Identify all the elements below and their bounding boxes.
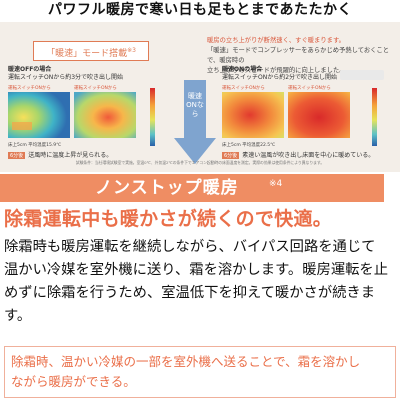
thermo-on-a-label: 運転スイッチONから [222,86,265,91]
thermo-image-on-b: 運転スイッチONから [288,86,350,142]
banner-footnote-mark: ※4 [269,179,283,189]
panel-off-caption: 床上5cm 平均温度15.9℃ [8,143,62,148]
thermal-image [74,92,136,138]
intro-line-2: 「暖速」モードでコンプレッサーをあらかじめ予熱しておくことで、暖房時の [207,47,390,64]
figure-footnote: 試験条件：当社環境試験室で実施。室温0℃、外気温2℃の条件下でエアコン起動時の床… [75,160,325,165]
banner-title: ノンストップ暖房 [95,178,239,198]
panel-off-desc: 運転スイッチONから約3分で吹き出し開始 [8,74,124,81]
note-text: 除霜時、温かい冷媒の一部を室外機へ送ることで、霜を溶かし ながら暖房ができる。 [11,352,391,392]
panel-on-result-text: 素速い温風が吹き出し床面を中心に暖めている。 [242,152,375,159]
body-line-3: めずに除霜を行うため、室温低下を抑えて暖かさが続きます。 [4,285,376,324]
panel-on-thermos: 運転スイッチONから 運転スイッチONから [222,86,368,142]
thermal-image [288,92,350,138]
note-box: 除霜時、温かい冷媒の一部を室外機へ送ることで、霜を溶かし ながら暖房ができる。 [4,346,396,398]
panel-on-title: 暖速ONの場合 [222,66,263,73]
panel-off: 暖速OFFの場合 運転スイッチONから約3分で吹き出し開始 運転スイッチONから [8,66,154,159]
body-line-2: 温かい冷媒を室外機に送り、霜を溶かします。暖房運転を止 [4,262,389,278]
thermo-off-a-label: 運転スイッチONから [8,86,51,91]
panel-on: 暖速ONの場合 運転スイッチONから約2分で吹き出し開始 運転スイッチONから [222,66,374,159]
air-conditioner-unit-icon [340,70,384,80]
thermal-image [8,92,70,138]
feature-subheading: 除霜運転中も暖かさが続くので快適。 [4,208,333,230]
feature-body: 除霜時も暖房運転を継続しながら、バイパス回路を通じて 温かい冷媒を室外機に送り、… [4,236,396,328]
panel-off-head: 暖速OFFの場合 運転スイッチONから約3分で吹き出し開始 [8,66,154,82]
panel-on-desc: 運転スイッチONから約2分で吹き出し開始 [222,74,338,81]
top-band: パワフル暖房で寒い日も足もとまであたたかく [0,0,400,20]
panel-off-title: 暖速OFFの場合 [8,66,52,73]
mode-badge-label: 「暖速」モード搭載 [46,49,128,59]
middle-label: 暖速ONなら [186,92,204,118]
intro-line-1: 暖房の立ち上がりが断然速く、すぐ暖まります。 [207,37,345,44]
thermo-on-b-label: 運転スイッチONから [288,86,331,91]
temperature-scale-right [372,88,377,146]
note-line-2: ながら暖房ができる。 [11,374,136,389]
page-title: パワフル暖房で寒い日も足もとまであたたかく [47,2,353,18]
figure-intro: 暖房の立ち上がりが断然速く、すぐ暖まります。 「暖速」モードでコンプレッサーをあ… [207,36,393,76]
panel-off-thermos: 運転スイッチONから 運転スイッチONから [8,86,154,142]
body-line-1: 除霜時も暖房運転を継続しながら、バイパス回路を通じて [4,239,376,255]
mode-badge-footnote-mark: ※3 [127,47,136,54]
thermo-image-off-a: 運転スイッチONから [8,86,70,142]
thermal-image [222,92,284,138]
temperature-scale-left [150,88,155,146]
thermo-image-on-a: 運転スイッチONから [222,86,284,142]
note-line-1: 除霜時、温かい冷媒の一部を室外機へ送ることで、霜を溶かし [11,354,361,369]
panel-off-result-text: 送風時に温度上昇が見られる。 [28,152,113,159]
panel-off-result: 6分後 送風時に温度上昇が見られる。 [8,150,112,159]
mode-badge: 「暖速」モード搭載※3 [33,41,149,61]
arrow-icon [174,80,216,164]
panel-off-tag: 6分後 [8,152,26,159]
panel-on-caption: 床上5cm 平均温度22.5℃ [222,143,276,148]
thermo-off-b-label: 運転スイッチONから [74,86,117,91]
panel-on-head: 暖速ONの場合 運転スイッチONから約2分で吹き出し開始 [222,66,368,82]
comparison-figure: 「暖速」モード搭載※3 暖房の立ち上がりが断然速く、すぐ暖まります。 「暖速」モ… [0,22,400,172]
thermo-image-off-b: 運転スイッチONから [74,86,136,142]
intro-line-3: 立ち上がりのスピードが飛躍的に向上しました。 [207,67,346,74]
panel-on-result: 6分後 素速い温風が吹き出し床面を中心に暖めている。 [222,150,374,159]
panel-on-tag: 6分後 [222,152,240,159]
feature-banner: ノンストップ暖房 ※4 [0,174,384,202]
